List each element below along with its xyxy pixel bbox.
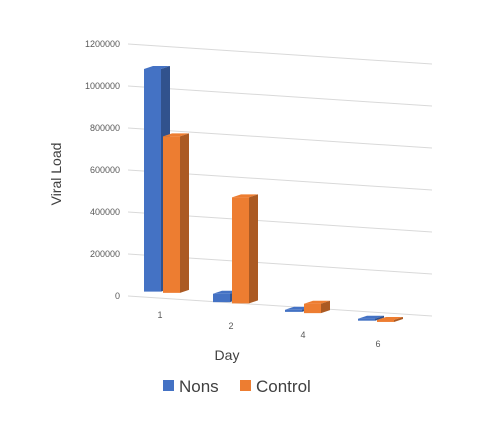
x-tick-label-6: 6 [375, 339, 380, 349]
bars [144, 66, 403, 322]
bar-top [232, 194, 258, 198]
gridline-6 [127, 43, 433, 65]
bar-control-day-2 [232, 194, 258, 304]
bar-top [358, 315, 384, 319]
legend-swatch-nons [163, 380, 174, 391]
bar-top [163, 133, 189, 137]
bar-side [375, 315, 384, 321]
legend-label-control: Control [256, 377, 311, 396]
x-tick-labels: 1 2 4 6 [157, 310, 380, 349]
x-axis-title: Day [215, 347, 240, 363]
legend-label-nons: Nons [179, 377, 219, 396]
gridline-0 [127, 295, 433, 317]
y-tick-label-1: 200000 [90, 249, 120, 259]
bar-side [394, 316, 403, 322]
bar-top [377, 316, 403, 320]
bar-top [304, 300, 330, 304]
y-axis-title: Viral Load [48, 143, 64, 206]
bar-front [377, 319, 394, 322]
bar-side [180, 133, 189, 293]
y-tick-label-2: 400000 [90, 207, 120, 217]
bar-front [213, 293, 230, 303]
bar-side [249, 194, 258, 304]
gridline-4 [127, 127, 433, 149]
bar-front [163, 136, 180, 293]
legend-swatch-control [240, 380, 251, 391]
bar-top [144, 66, 170, 70]
y-tick-label-4: 800000 [90, 123, 120, 133]
gridline-5 [127, 85, 433, 107]
y-tick-label-5: 1000000 [85, 81, 120, 91]
bar-front [304, 303, 321, 314]
y-tick-labels: 0 200000 400000 600000 800000 1000000 1200000 [85, 39, 120, 301]
bar-front [232, 197, 249, 304]
x-tick-label-4: 4 [300, 330, 305, 340]
bar-front [144, 69, 161, 292]
bar-side [321, 300, 330, 314]
bar-front [285, 309, 302, 312]
y-tick-label-3: 600000 [90, 165, 120, 175]
bar-control-day-6 [377, 316, 403, 322]
legend: Nons Control [163, 377, 311, 396]
y-tick-label-6: 1200000 [85, 39, 120, 49]
bar-control-day-4 [304, 300, 330, 314]
bar-control-day-1 [163, 133, 189, 293]
y-tick-label-0: 0 [115, 291, 120, 301]
bar-nons-day-6 [358, 315, 384, 321]
x-tick-label-1: 1 [157, 310, 162, 320]
x-tick-label-2: 2 [228, 321, 233, 331]
bar-front [358, 318, 375, 321]
